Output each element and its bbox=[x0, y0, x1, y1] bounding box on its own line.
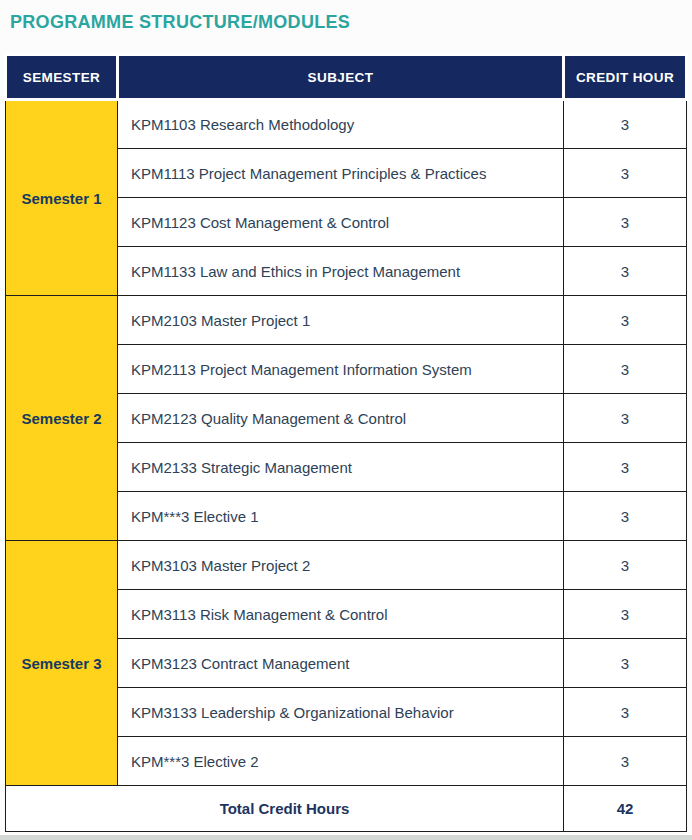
subject-cell: KPM1123 Cost Management & Control bbox=[118, 198, 564, 247]
credit-hour-cell: 3 bbox=[564, 443, 687, 492]
total-credit-hours-value: 42 bbox=[564, 786, 687, 832]
subject-cell: KPM3133 Leadership & Organizational Beha… bbox=[118, 688, 564, 737]
subject-cell: KPM2123 Quality Management & Control bbox=[118, 394, 564, 443]
semester-1-cell: Semester 1 bbox=[6, 100, 118, 296]
header-cell-semester: SEMESTER bbox=[6, 55, 118, 100]
credit-hour-cell: 3 bbox=[564, 590, 687, 639]
credit-hour-cell: 3 bbox=[564, 737, 687, 786]
header-cell-subject: SUBJECT bbox=[118, 55, 564, 100]
subject-cell: KPM1133 Law and Ethics in Project Manage… bbox=[118, 247, 564, 296]
credit-hour-cell: 3 bbox=[564, 639, 687, 688]
credit-hour-cell: 3 bbox=[564, 100, 687, 149]
table-row: Semester 2 KPM2103 Master Project 1 3 bbox=[6, 296, 687, 345]
programme-structure-table: SEMESTER SUBJECT CREDIT HOUR Semester 1 … bbox=[4, 53, 688, 832]
credit-hour-cell: 3 bbox=[564, 688, 687, 737]
subject-cell: KPM3103 Master Project 2 bbox=[118, 541, 564, 590]
table-row: Semester 1 KPM1103 Research Methodology … bbox=[6, 100, 687, 149]
subject-cell: KPM3123 Contract Management bbox=[118, 639, 564, 688]
credit-hour-cell: 3 bbox=[564, 247, 687, 296]
credit-hour-cell: 3 bbox=[564, 345, 687, 394]
subject-cell: KPM1113 Project Management Principles & … bbox=[118, 149, 564, 198]
subject-cell: KPM2103 Master Project 1 bbox=[118, 296, 564, 345]
subject-cell: KPM2113 Project Management Information S… bbox=[118, 345, 564, 394]
credit-hour-cell: 3 bbox=[564, 492, 687, 541]
credit-hour-cell: 3 bbox=[564, 394, 687, 443]
header-cell-credit-hour: CREDIT HOUR bbox=[564, 55, 687, 100]
table-row: Semester 3 KPM3103 Master Project 2 3 bbox=[6, 541, 687, 590]
page-title: PROGRAMME STRUCTURE/MODULES bbox=[10, 9, 692, 35]
bottom-divider bbox=[0, 835, 692, 840]
credit-hour-cell: 3 bbox=[564, 149, 687, 198]
credit-hour-cell: 3 bbox=[564, 296, 687, 345]
subject-cell: KPM3113 Risk Management & Control bbox=[118, 590, 564, 639]
semester-2-cell: Semester 2 bbox=[6, 296, 118, 541]
credit-hour-cell: 3 bbox=[564, 541, 687, 590]
total-credit-hours-label: Total Credit Hours bbox=[6, 786, 564, 832]
credit-hour-cell: 3 bbox=[564, 198, 687, 247]
subject-cell: KPM2133 Strategic Management bbox=[118, 443, 564, 492]
subject-cell: KPM1103 Research Methodology bbox=[118, 100, 564, 149]
subject-cell: KPM***3 Elective 2 bbox=[118, 737, 564, 786]
total-row: Total Credit Hours 42 bbox=[6, 786, 687, 832]
semester-3-cell: Semester 3 bbox=[6, 541, 118, 786]
subject-cell: KPM***3 Elective 1 bbox=[118, 492, 564, 541]
table-header-row: SEMESTER SUBJECT CREDIT HOUR bbox=[6, 55, 687, 100]
